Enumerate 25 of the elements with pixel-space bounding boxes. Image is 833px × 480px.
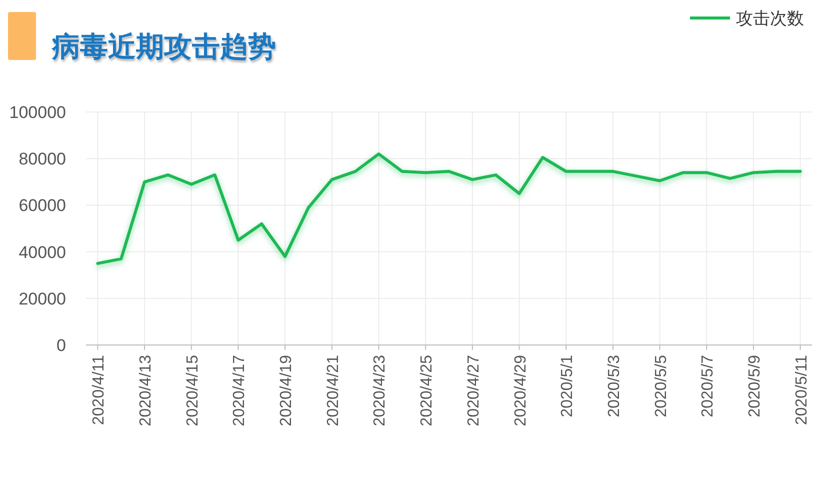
legend-label: 攻击次数 [736,9,804,28]
x-tick-label: 2020/4/23 [372,354,389,426]
y-tick-label: 100000 [9,103,66,122]
x-tick-label: 2020/4/29 [512,354,530,426]
y-tick-label: 60000 [18,196,66,216]
x-tick-label: 2020/5/5 [652,354,670,418]
line-series [96,152,802,265]
x-tick-label: 2020/5/1 [559,354,576,418]
x-tick-label: 2020/4/19 [278,354,296,426]
y-tick-label: 20000 [18,289,66,308]
y-tick-label: 40000 [18,242,66,262]
chart-title: 病毒近期攻击趋势 [51,31,276,62]
y-tick-label: 80000 [18,150,66,169]
x-tick-label: 2020/5/11 [793,354,810,425]
x-tick-label: 2020/5/3 [606,354,623,418]
x-tick-label: 2020/4/27 [465,354,482,426]
x-tick-label: 2020/4/15 [184,354,202,426]
x-tick-label: 2020/5/7 [700,354,717,418]
x-tick-label: 2020/4/17 [231,354,248,426]
x-tick-label: 2020/4/13 [138,354,155,426]
x-tick-label: 2020/4/11 [90,354,108,425]
x-tick-label: 2020/5/9 [746,354,764,418]
x-tick-label: 2020/4/21 [324,354,342,426]
x-tick-label: 2020/4/25 [418,354,436,426]
y-tick-label: 0 [56,336,66,355]
